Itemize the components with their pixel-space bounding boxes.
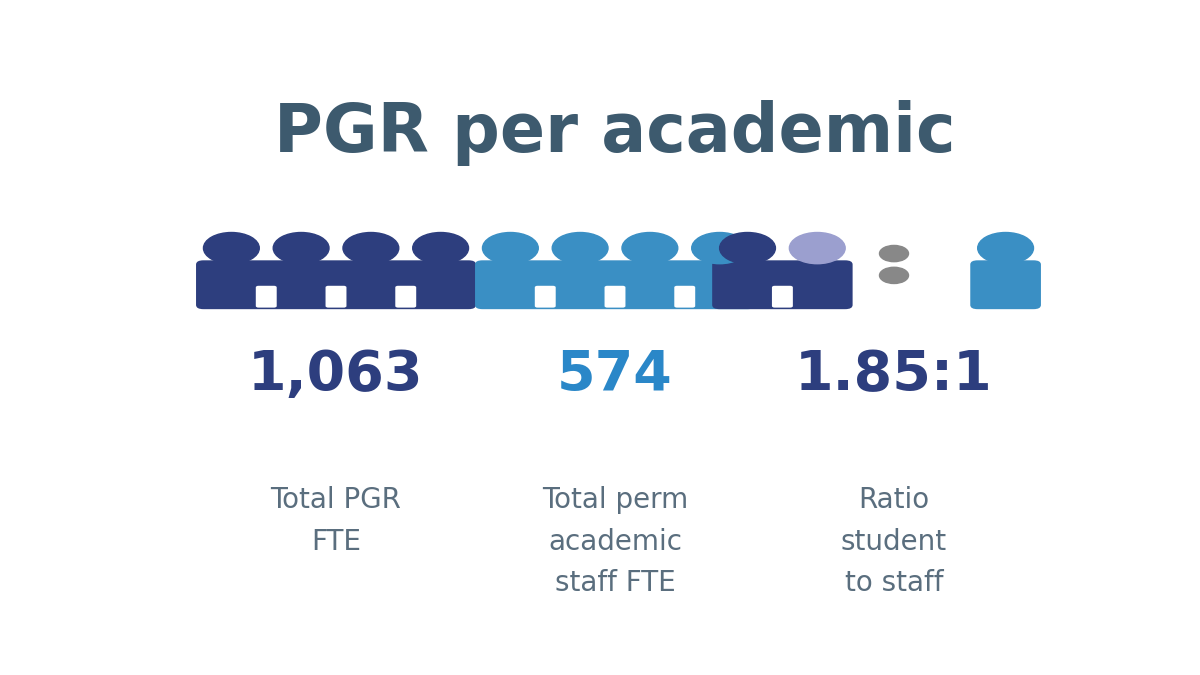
Text: Total PGR
FTE: Total PGR FTE — [270, 487, 402, 556]
Text: PGR per academic: PGR per academic — [275, 100, 955, 166]
FancyBboxPatch shape — [971, 261, 1040, 309]
Text: Ratio
student
to staff: Ratio student to staff — [841, 487, 947, 597]
Circle shape — [790, 232, 845, 264]
Text: Total perm
academic
staff FTE: Total perm academic staff FTE — [542, 487, 688, 597]
Text: 574: 574 — [557, 348, 673, 402]
FancyBboxPatch shape — [475, 261, 755, 309]
FancyBboxPatch shape — [605, 286, 625, 308]
Circle shape — [413, 232, 468, 264]
Circle shape — [691, 232, 748, 264]
Circle shape — [552, 232, 608, 264]
FancyBboxPatch shape — [535, 286, 556, 308]
Circle shape — [880, 267, 908, 284]
FancyBboxPatch shape — [325, 286, 347, 308]
Circle shape — [204, 232, 259, 264]
Circle shape — [880, 246, 908, 262]
FancyBboxPatch shape — [674, 286, 695, 308]
Circle shape — [720, 232, 775, 264]
Circle shape — [343, 232, 398, 264]
FancyBboxPatch shape — [395, 286, 416, 308]
Circle shape — [482, 232, 539, 264]
Circle shape — [274, 232, 329, 264]
Text: 1.85:1: 1.85:1 — [796, 348, 992, 402]
FancyBboxPatch shape — [712, 261, 853, 309]
Circle shape — [978, 232, 1033, 264]
FancyBboxPatch shape — [196, 261, 476, 309]
Circle shape — [622, 232, 678, 264]
Text: 1,063: 1,063 — [248, 348, 424, 402]
FancyBboxPatch shape — [256, 286, 277, 308]
FancyBboxPatch shape — [772, 286, 793, 308]
